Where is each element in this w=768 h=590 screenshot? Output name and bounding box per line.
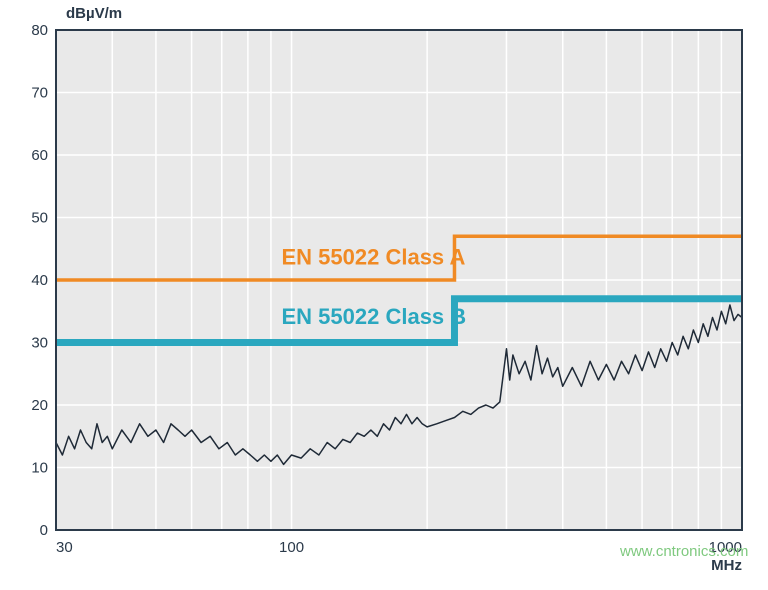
y-tick-label: 40 — [31, 272, 48, 289]
y-tick-label: 50 — [31, 210, 48, 227]
x-tick-label: 30 — [56, 539, 73, 556]
chart-svg: EN 55022 Class B EN 55022 Class A 0 10 20 30 4… — [0, 0, 768, 590]
y-tick-label: 10 — [31, 460, 48, 477]
y-tick-label: 30 — [31, 335, 48, 352]
y-tick-label: 70 — [31, 85, 48, 102]
watermark-text: www.cntronics.com — [619, 543, 748, 560]
y-tick-label: 80 — [31, 22, 48, 39]
emi-chart: EN 55022 Class B EN 55022 Class A 0 10 20 30 4… — [0, 0, 768, 590]
class-a-line-label: EN 55022 Class A — [282, 244, 466, 269]
class-b-line-label: EN 55022 Class B — [282, 304, 467, 329]
y-tick-label: 0 — [40, 522, 48, 539]
x-tick-label: 100 — [279, 539, 304, 556]
y-tick-label: 60 — [31, 147, 48, 164]
y-axis-label: dBµV/m — [66, 5, 122, 22]
y-tick-label: 20 — [31, 397, 48, 414]
